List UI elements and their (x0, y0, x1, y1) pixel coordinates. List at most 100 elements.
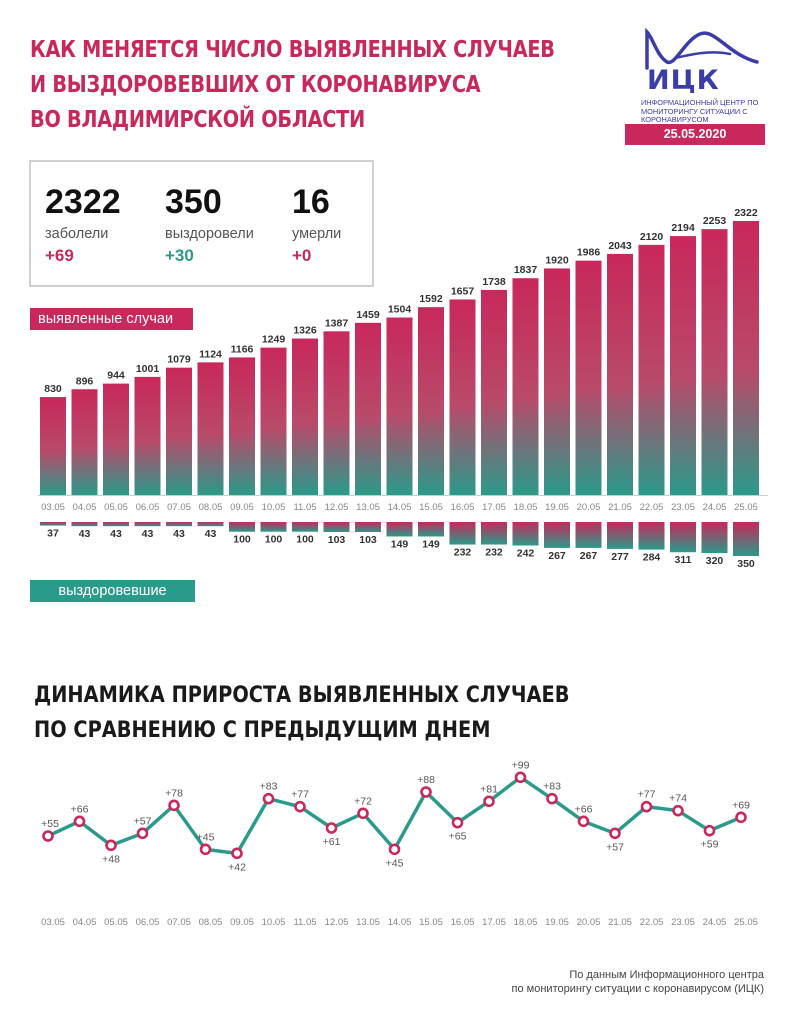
date-tick-label: 23.05 (671, 502, 695, 513)
recovered-bar (323, 522, 350, 533)
date-tick-label: 06.05 (136, 502, 160, 513)
increase-point (640, 800, 653, 813)
cases-bar (103, 383, 129, 495)
increase-value-label: +69 (732, 799, 750, 811)
recovered-bar (701, 522, 728, 554)
stat-recovered-delta: +30 (165, 246, 194, 265)
cases-recovered-bar-chart: 830 03.05 37 896 04.05 43 944 05.05 43 1001 06.05 4… (38, 207, 768, 570)
recovered-bar (103, 522, 129, 527)
date-tick-label: 25.05 (734, 917, 758, 928)
recovered-bar (638, 522, 665, 550)
date-tick-label: 09.05 (230, 917, 254, 928)
increase-value-label: +77 (291, 789, 309, 801)
cases-value-label: 1738 (482, 276, 506, 288)
cases-value-label: 2120 (640, 231, 664, 243)
increase-point (672, 804, 684, 817)
cases-value-label: 2322 (734, 207, 758, 219)
cases-bar (512, 278, 539, 495)
increase-value-label: +74 (669, 793, 687, 805)
recovered-value-label: 43 (173, 528, 185, 540)
cases-bar (701, 229, 728, 495)
increase-point (262, 792, 275, 805)
date-tick-label: 11.05 (293, 502, 316, 513)
cases-bar (166, 367, 192, 495)
cases-bar (386, 317, 413, 495)
date-tick-label: 10.05 (262, 917, 286, 928)
increase-point (420, 786, 432, 798)
date-tick-label: 04.05 (73, 917, 97, 928)
increase-value-label: +61 (323, 836, 341, 848)
cases-bar (40, 397, 66, 495)
cases-bar (481, 289, 507, 495)
logo-wave-icon (645, 28, 759, 70)
increase-value-label: +99 (512, 759, 530, 771)
recovered-bar (166, 522, 192, 527)
cases-value-label: 1124 (199, 348, 222, 360)
cases-bar (670, 236, 696, 495)
date-tick-label: 21.05 (608, 917, 632, 928)
increase-point (451, 816, 464, 829)
increase-value-label: +45 (197, 831, 215, 843)
date-tick-label: 16.05 (451, 502, 475, 513)
date-tick-label: 15.05 (419, 917, 443, 928)
recovered-bar (134, 522, 161, 527)
date-tick-label: 18.05 (514, 917, 538, 928)
date-tick-label: 05.05 (104, 502, 128, 513)
title-line-2: И ВЫЗДОРОВЕВШИХ ОТ КОРОНАВИРУСА (30, 70, 481, 98)
increase-point (735, 811, 747, 824)
date-tick-label: 19.05 (545, 502, 569, 513)
increase-point (136, 827, 149, 840)
increase-value-label: +83 (543, 781, 561, 793)
date-tick-label: 11.05 (293, 917, 316, 928)
cases-bar (355, 322, 381, 495)
cases-bar (607, 253, 633, 495)
recovered-value-label: 100 (296, 534, 314, 546)
stat-recovered-label: выздоровели (165, 226, 254, 242)
stat-deaths-value: 16 (292, 183, 330, 221)
recovered-bar (575, 522, 602, 548)
date-tick-label: 12.05 (325, 502, 349, 513)
recovered-value-label: 149 (422, 538, 440, 550)
recovered-value-label: 149 (391, 538, 409, 550)
recovered-bar (449, 522, 476, 545)
cases-bar (260, 347, 287, 495)
recovered-bar (292, 522, 318, 532)
cases-value-label: 1001 (136, 363, 160, 375)
recovered-value-label: 43 (110, 528, 122, 540)
date-tick-label: 09.05 (230, 502, 254, 513)
recovered-value-label: 43 (142, 528, 154, 540)
report-date: 25.05.2020 (625, 124, 765, 145)
date-tick-label: 06.05 (136, 917, 160, 928)
recovered-value-label: 284 (643, 552, 661, 564)
recovered-value-label: 232 (454, 547, 472, 559)
date-tick-label: 20.05 (577, 917, 601, 928)
cases-value-label: 1166 (231, 343, 254, 355)
itsk-logo: ИЦК Информационный центр по мониторингу … (625, 28, 765, 148)
stat-deaths: 16 умерли +0 (292, 182, 341, 266)
cases-value-label: 1837 (514, 264, 538, 276)
recovered-bar (260, 522, 287, 532)
stat-deaths-label: умерли (292, 226, 342, 242)
date-tick-label: 12.05 (325, 917, 349, 928)
increase-point (546, 792, 558, 805)
cases-value-label: 2253 (703, 215, 727, 227)
date-tick-label: 14.05 (388, 917, 412, 928)
cases-value-label: 2194 (671, 222, 695, 234)
date-tick-label: 03.05 (41, 502, 65, 513)
cases-value-label: 1387 (325, 317, 349, 329)
recovered-value-label: 43 (79, 528, 91, 540)
cases-value-label: 1326 (293, 325, 317, 337)
cases-bar (418, 307, 444, 495)
increase-point (231, 847, 243, 860)
footer-line-1: По данным Информационного центра (569, 969, 764, 981)
date-tick-label: 22.05 (640, 917, 664, 928)
increase-point (577, 815, 590, 828)
cases-bar (134, 376, 161, 495)
recovered-bar (607, 522, 633, 549)
recovered-value-label: 350 (737, 558, 755, 570)
recovered-bar (229, 522, 255, 532)
cases-value-label: 1592 (419, 293, 443, 305)
stat-cases-value: 2322 (45, 183, 121, 221)
cases-bar (292, 338, 318, 495)
cases-bar (229, 357, 255, 495)
